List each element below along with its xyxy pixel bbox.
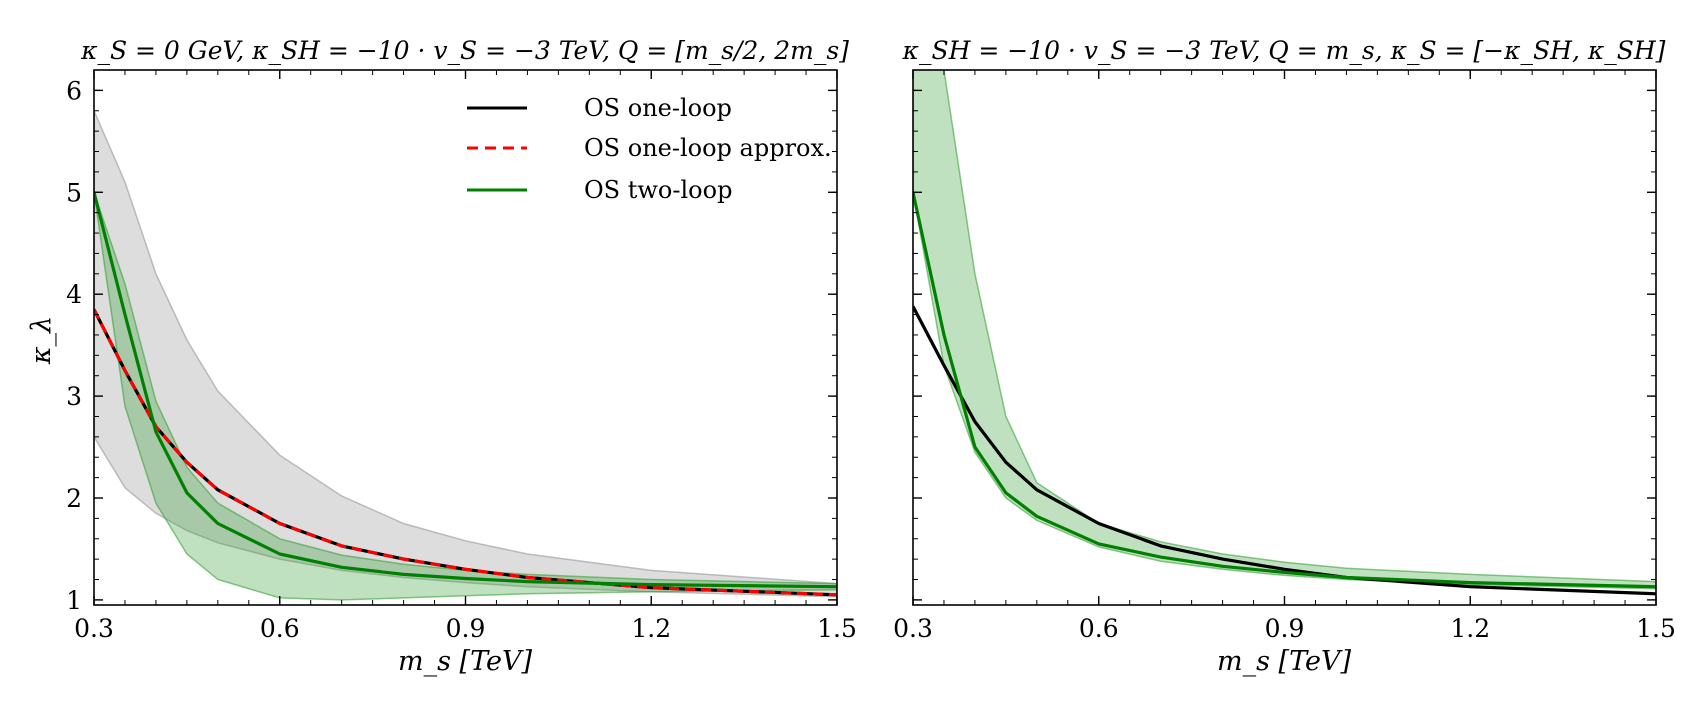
right-axes-ticks: 0.3 0.6 0.9 1.2 1.5 bbox=[893, 70, 1676, 643]
x-tick-label-1-1: 0.6 bbox=[1079, 614, 1119, 643]
right-panel-title: κ_SH = −10 · v_S = −3 TeV, Q = m_s, κ_S … bbox=[902, 36, 1666, 65]
x-tick-label-0-4: 1.5 bbox=[817, 614, 857, 643]
x-tick-label-0-2: 0.9 bbox=[446, 614, 486, 643]
legend-label-one-loop-approx: OS one-loop approx. bbox=[584, 134, 832, 162]
right-plot-area bbox=[913, 70, 1656, 596]
band-0-0 bbox=[94, 110, 837, 598]
legend-label-two-loop: OS two-loop bbox=[584, 176, 732, 204]
left-plot-area bbox=[94, 110, 837, 601]
band-1-0 bbox=[913, 70, 1656, 590]
band-0-1 bbox=[94, 192, 837, 601]
series-line-0-2 bbox=[94, 191, 837, 589]
legend-label-one-loop: OS one-loop bbox=[584, 94, 732, 122]
right-panel: κ_SH = −10 · v_S = −3 TeV, Q = m_s, κ_S … bbox=[893, 36, 1676, 677]
y-tick-label-0-2: 3 bbox=[66, 382, 82, 411]
x-tick-label-0-0: 0.3 bbox=[74, 614, 114, 643]
y-tick-label-0-3: 4 bbox=[66, 280, 82, 309]
x-tick-label-1-4: 1.5 bbox=[1636, 614, 1676, 643]
series-line-1-0 bbox=[913, 305, 1656, 596]
left-x-axis-label: m_s [TeV] bbox=[398, 646, 532, 677]
x-tick-label-1-2: 0.9 bbox=[1265, 614, 1305, 643]
series-line-1-1 bbox=[913, 191, 1656, 589]
left-y-axis-label: κ_λ bbox=[26, 316, 57, 365]
x-tick-label-0-3: 1.2 bbox=[631, 614, 671, 643]
y-tick-label-0-1: 2 bbox=[66, 484, 82, 513]
left-panel-title: κ_S = 0 GeV, κ_SH = −10 · v_S = −3 TeV, … bbox=[80, 36, 849, 65]
x-tick-label-1-3: 1.2 bbox=[1450, 614, 1490, 643]
left-panel: κ_S = 0 GeV, κ_SH = −10 · v_S = −3 TeV, … bbox=[26, 36, 857, 677]
legend: OS one-loop OS one-loop approx. OS two-l… bbox=[467, 94, 832, 204]
x-tick-label-0-1: 0.6 bbox=[260, 614, 300, 643]
y-tick-label-0-5: 6 bbox=[66, 76, 82, 105]
right-axes-frame bbox=[912, 69, 1657, 606]
y-tick-label-0-4: 5 bbox=[66, 178, 82, 207]
right-x-axis-label: m_s [TeV] bbox=[1217, 646, 1351, 677]
y-tick-label-0-0: 1 bbox=[66, 586, 82, 615]
x-tick-label-1-0: 0.3 bbox=[893, 614, 933, 643]
left-axes-frame bbox=[93, 69, 838, 606]
left-axes-ticks: 0.3 0.6 0.9 1.2 1.5 1 2 3 4 5 6 bbox=[66, 70, 857, 643]
